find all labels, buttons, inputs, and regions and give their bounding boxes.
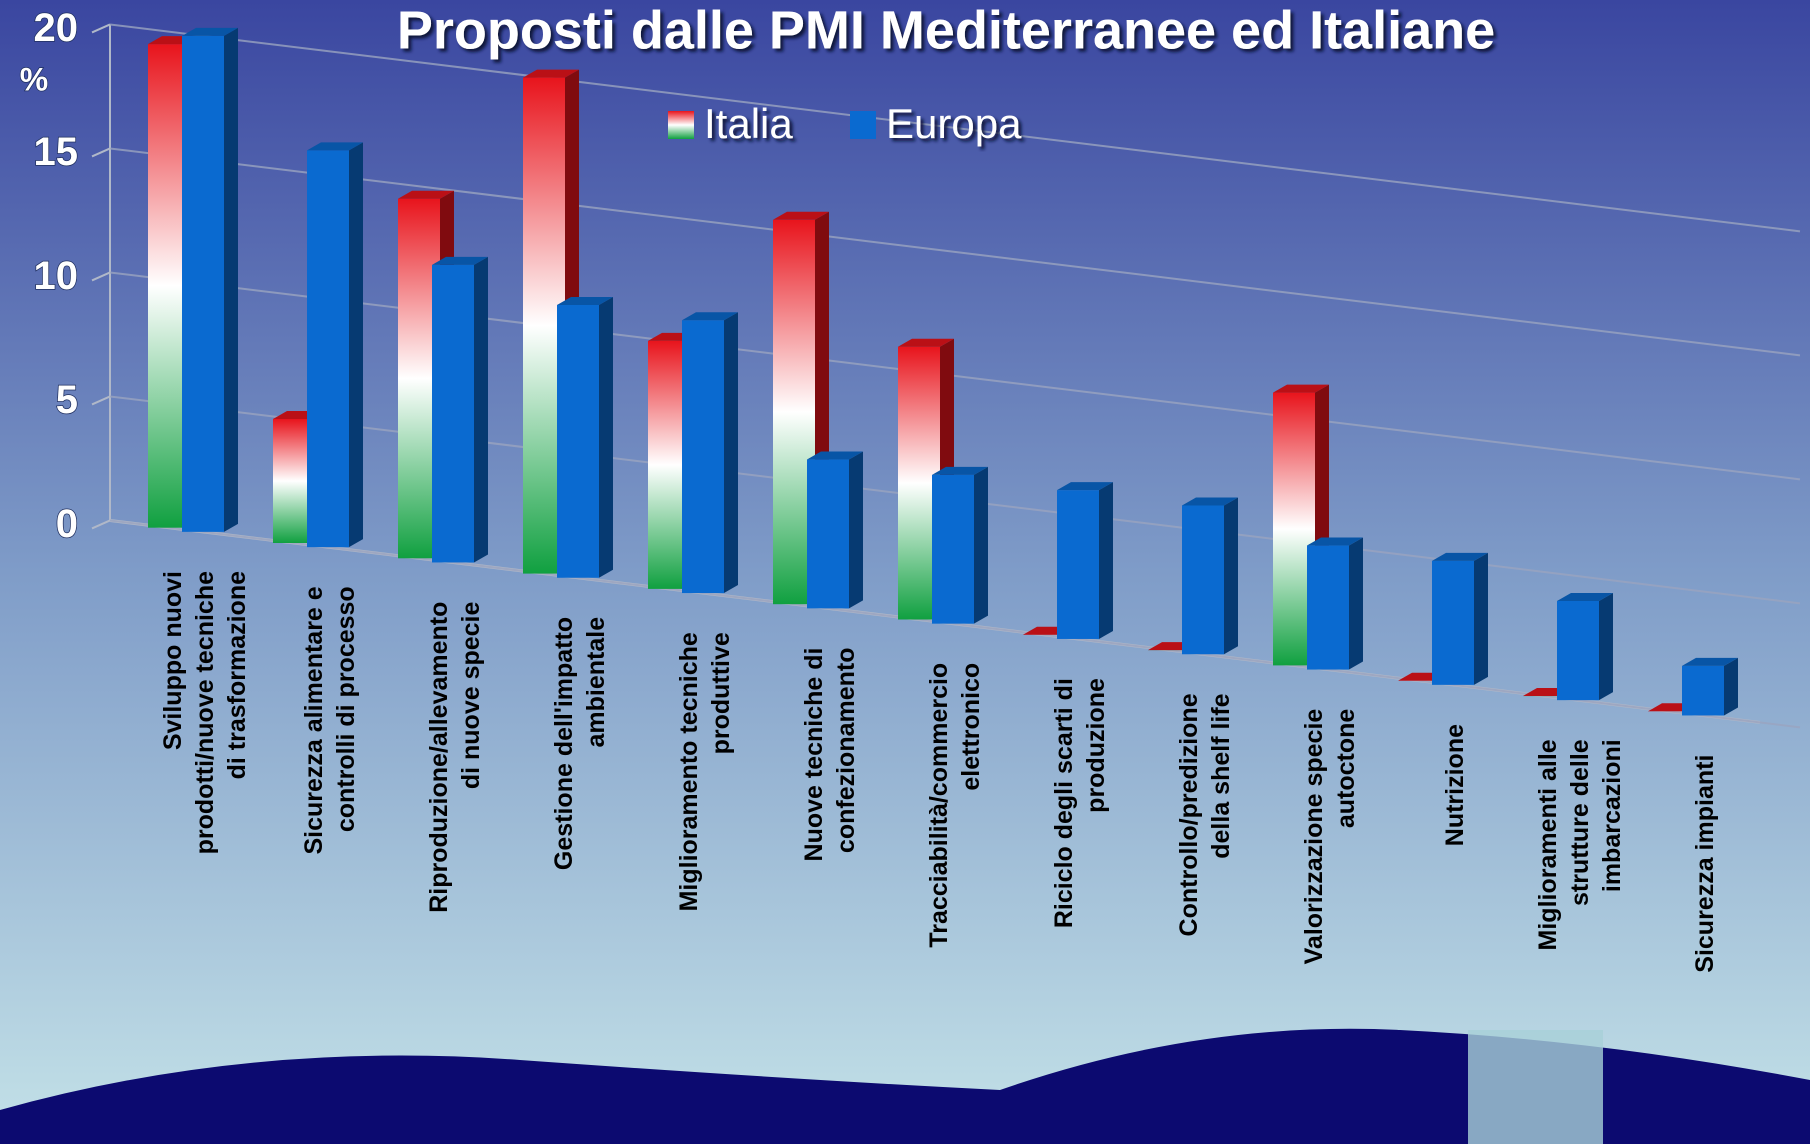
- legend-swatch: [668, 111, 694, 139]
- x-tick-label: Sicurezza impianti: [1691, 755, 1719, 973]
- x-tick-label: Tracciabilità/commercio elettronico: [925, 663, 985, 948]
- bar-top: [1682, 657, 1738, 666]
- bar-front: [182, 35, 224, 532]
- y-tick-label: 20: [34, 6, 79, 50]
- bar-side: [1599, 592, 1613, 701]
- bar-top: [773, 211, 829, 220]
- bar-side: [1724, 657, 1738, 716]
- bar: [1682, 657, 1738, 716]
- bar-top: [182, 27, 238, 36]
- y-tick-label: 15: [34, 130, 79, 174]
- bar-top: [932, 466, 988, 475]
- bar-front: [432, 264, 474, 563]
- bar-front: [557, 304, 599, 578]
- x-tick-label: Nutrizione: [1441, 724, 1469, 846]
- x-tick-label: Riproduzione/allevamento di nuove specie: [425, 602, 485, 913]
- tick-mark: [91, 271, 111, 282]
- bar-top: [307, 142, 363, 151]
- bar-side: [1099, 482, 1113, 639]
- bar: [932, 466, 988, 624]
- bar-side: [349, 142, 363, 548]
- bar-top: [1273, 384, 1329, 393]
- legend-label: Italia: [704, 100, 793, 147]
- grid-line: [109, 519, 1801, 729]
- bar-side: [224, 27, 238, 532]
- bar: [1057, 482, 1113, 639]
- bar-front: [682, 320, 724, 594]
- bar-top: [682, 312, 738, 321]
- decor-wave: [0, 1028, 1810, 1144]
- bar: [1182, 497, 1238, 655]
- bar-side: [1224, 497, 1238, 655]
- bar-front: [1557, 600, 1599, 701]
- bar-front: [307, 150, 349, 548]
- bar-top: [1182, 497, 1238, 506]
- tick-mark: [91, 147, 111, 158]
- bar-front: [807, 459, 849, 609]
- x-tick-label: Controllo/predizione della shelf life: [1175, 693, 1235, 936]
- bar: [432, 256, 488, 563]
- bar-front: [1682, 665, 1724, 716]
- bar-top: [1057, 482, 1113, 491]
- bar-top: [557, 296, 613, 305]
- x-tick-label: Sviluppo nuovi prodotti/nuove tecniche di …: [159, 571, 251, 854]
- x-tick-label: Sicurezza alimentare e controlli di proce…: [300, 586, 360, 854]
- bar: [182, 27, 238, 532]
- y-tick-label: 10: [34, 254, 79, 298]
- x-tick-label: Gestione dell'impatto ambientale: [550, 617, 610, 870]
- x-tick-label: Miglioramento tecniche produttive: [675, 632, 735, 911]
- grid-line: [109, 271, 1801, 481]
- bar: [1307, 537, 1363, 670]
- bar: [807, 451, 863, 609]
- bar: [1557, 592, 1613, 701]
- x-tick-label: Miglioramenti alle strutture delle imbarca…: [1534, 739, 1626, 950]
- bar: [1432, 552, 1488, 685]
- bar-top: [1557, 592, 1613, 601]
- bar-front: [1307, 545, 1349, 670]
- grid-line: [109, 147, 1801, 357]
- bar-top: [1432, 552, 1488, 561]
- bar-top: [523, 69, 579, 78]
- decor-box: [1468, 1030, 1603, 1144]
- x-tick-label: Valorizzazione specie autoctone: [1300, 709, 1360, 965]
- x-tick-label: Nuove tecniche di confezionamento: [800, 648, 860, 862]
- bar-top: [432, 256, 488, 265]
- y-tick-label: 5: [56, 378, 78, 422]
- grid-line: [109, 23, 1801, 233]
- bar: [682, 312, 738, 594]
- bar-side: [474, 256, 488, 563]
- bar-front: [1182, 505, 1224, 655]
- bar-side: [724, 312, 738, 594]
- bar-top: [807, 451, 863, 460]
- y-axis-label: %: [20, 61, 48, 97]
- bar-side: [599, 296, 613, 578]
- legend-swatch: [850, 111, 876, 139]
- bar-front: [1432, 560, 1474, 685]
- bar-side: [1349, 537, 1363, 670]
- bar-front: [932, 474, 974, 624]
- bar-side: [974, 466, 988, 624]
- chart-title: Proposti dalle PMI Mediterranee ed Itali…: [397, 0, 1495, 60]
- bar-front: [1057, 490, 1099, 639]
- tick-mark: [91, 519, 111, 530]
- legend-label: Europa: [886, 100, 1022, 147]
- bar-top: [398, 190, 454, 199]
- bar-top: [1307, 537, 1363, 546]
- bar: [307, 142, 363, 548]
- x-tick-label: Riciclo degli scarti di produzione: [1050, 678, 1110, 928]
- bar-side: [849, 451, 863, 609]
- bar-top: [898, 338, 954, 347]
- y-tick-label: 0: [56, 502, 78, 546]
- bar: [557, 296, 613, 578]
- bar-side: [1474, 552, 1488, 685]
- tick-mark: [91, 395, 111, 406]
- tick-mark: [91, 23, 111, 34]
